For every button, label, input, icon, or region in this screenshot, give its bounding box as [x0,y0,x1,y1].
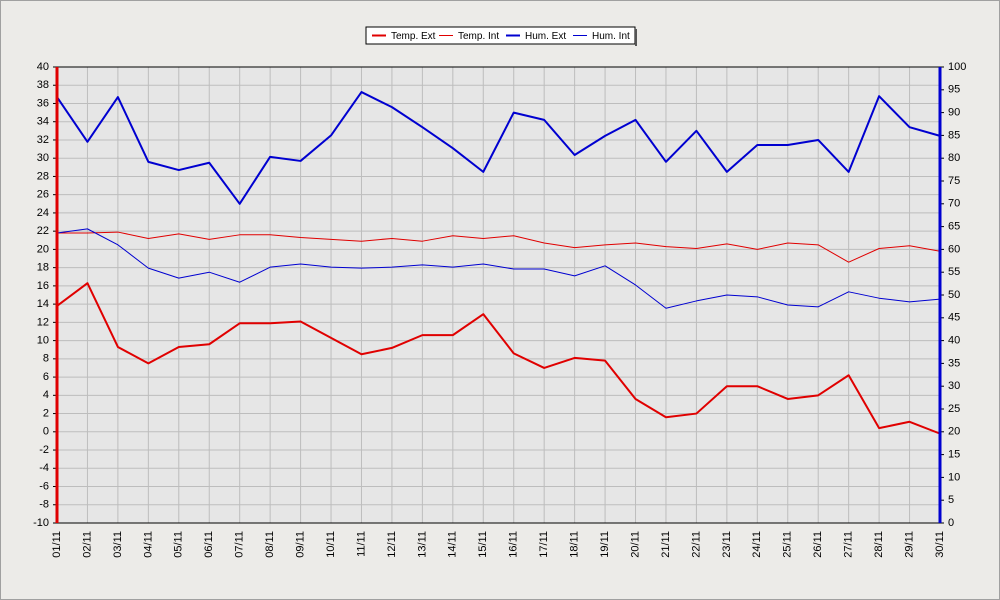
y2-tick-label: 70 [948,198,960,210]
y2-tick-label: 100 [948,61,966,73]
y-tick-label: 22 [37,225,49,237]
series-line [56,91,941,205]
x-tick-label: 14/11 [447,531,459,558]
x-tick-label: 04/11 [142,531,154,558]
x-tick-label: 17/11 [538,531,550,558]
x-tick-label: 05/11 [173,531,185,558]
x-tick-label: 12/11 [386,531,398,558]
x-tick-label: 09/11 [294,531,306,558]
x-tick-label: 10/11 [325,531,337,558]
legend-label: Temp. Ext [391,31,436,42]
y2-tick-label: 20 [948,426,960,438]
y-tick-label: 6 [43,371,49,383]
y2-tick-label: 50 [948,289,960,301]
y-tick-label: 30 [37,152,49,164]
x-tick-label: 13/11 [416,531,428,558]
y-tick-label: 26 [37,189,49,201]
x-tick-label: 30/11 [934,531,946,558]
y-tick-label: -8 [39,499,49,511]
y2-tick-label: 15 [948,449,960,461]
y2-tick-label: 5 [948,494,954,506]
y-tick-label: -2 [39,444,49,456]
x-tick-label: 25/11 [782,531,794,558]
x-tick-label: 19/11 [599,531,611,558]
y-tick-label: 18 [37,262,49,274]
x-tick-label: 23/11 [721,531,733,558]
y-tick-label: 10 [37,335,49,347]
y-tick-label: 16 [37,280,49,292]
y-tick-label: 0 [43,426,49,438]
x-tick-label: 29/11 [903,531,915,558]
y-tick-label: 8 [43,353,49,365]
x-tick-label: 02/11 [81,531,93,558]
y-tick-label: 28 [37,170,49,182]
y2-tick-label: 55 [948,266,960,278]
series-line [57,231,941,263]
lines [56,91,941,435]
x-tick-label: 15/11 [477,531,489,558]
y-tick-label: 14 [37,298,49,310]
y2-tick-label: 35 [948,357,960,369]
y-tick-label: 20 [37,243,49,255]
y2-tick-label: 0 [948,517,954,529]
y-tick-label: 32 [37,134,49,146]
legend: Temp. Ext Temp. Int Hum. Ext Hum. Int [365,26,637,46]
y-tick-label: 38 [37,79,49,91]
y-tick-label: 2 [43,407,49,419]
x-tick-label: 26/11 [812,531,824,558]
series-line [56,282,941,435]
x-tick-label: 01/11 [51,531,63,558]
y2-tick-label: 90 [948,107,960,119]
legend-label: Hum. Int [592,31,630,42]
y2-tick-label: 95 [948,84,960,96]
y2-tick-label: 65 [948,221,960,233]
y2-tick-label: 60 [948,243,960,255]
x-tick-label: 03/11 [112,531,124,558]
x-tick-label: 21/11 [660,531,672,558]
x-tick-label: 07/11 [234,531,246,558]
legend-shadow [635,29,637,46]
y-tick-label: 34 [37,116,49,128]
plot-area [57,67,940,523]
y2-tick-label: 45 [948,312,960,324]
series-line [56,228,941,309]
x-tick-label: 28/11 [873,531,885,558]
x-tick-label: 22/11 [690,531,702,558]
x-tick-label: 11/11 [355,531,367,557]
legend-label: Temp. Int [458,31,499,42]
y2-tick-label: 25 [948,403,960,415]
y-tick-label: 12 [37,316,49,328]
axes: -10-8-6-4-202468101214161820222426283032… [33,61,966,558]
y-tick-label: 24 [37,207,49,219]
y-tick-label: 40 [37,61,49,73]
x-tick-label: 18/11 [569,531,581,558]
y-tick-label: -4 [39,462,49,474]
y2-tick-label: 75 [948,175,960,187]
y2-tick-label: 80 [948,152,960,164]
x-tick-label: 16/11 [508,531,520,558]
y-tick-label: 36 [37,97,49,109]
x-tick-label: 27/11 [843,531,855,558]
y-tick-label: 4 [43,389,49,401]
y2-tick-label: 30 [948,380,960,392]
x-tick-label: 08/11 [264,531,276,558]
y2-tick-label: 10 [948,471,960,483]
legend-label: Hum. Ext [525,31,566,42]
y2-tick-label: 85 [948,129,960,141]
x-tick-label: 06/11 [203,531,215,558]
y-tick-label: -10 [33,517,49,529]
x-tick-label: 24/11 [751,531,763,558]
y-tick-label: -6 [39,480,49,492]
x-tick-label: 20/11 [629,531,641,558]
y2-tick-label: 40 [948,335,960,347]
